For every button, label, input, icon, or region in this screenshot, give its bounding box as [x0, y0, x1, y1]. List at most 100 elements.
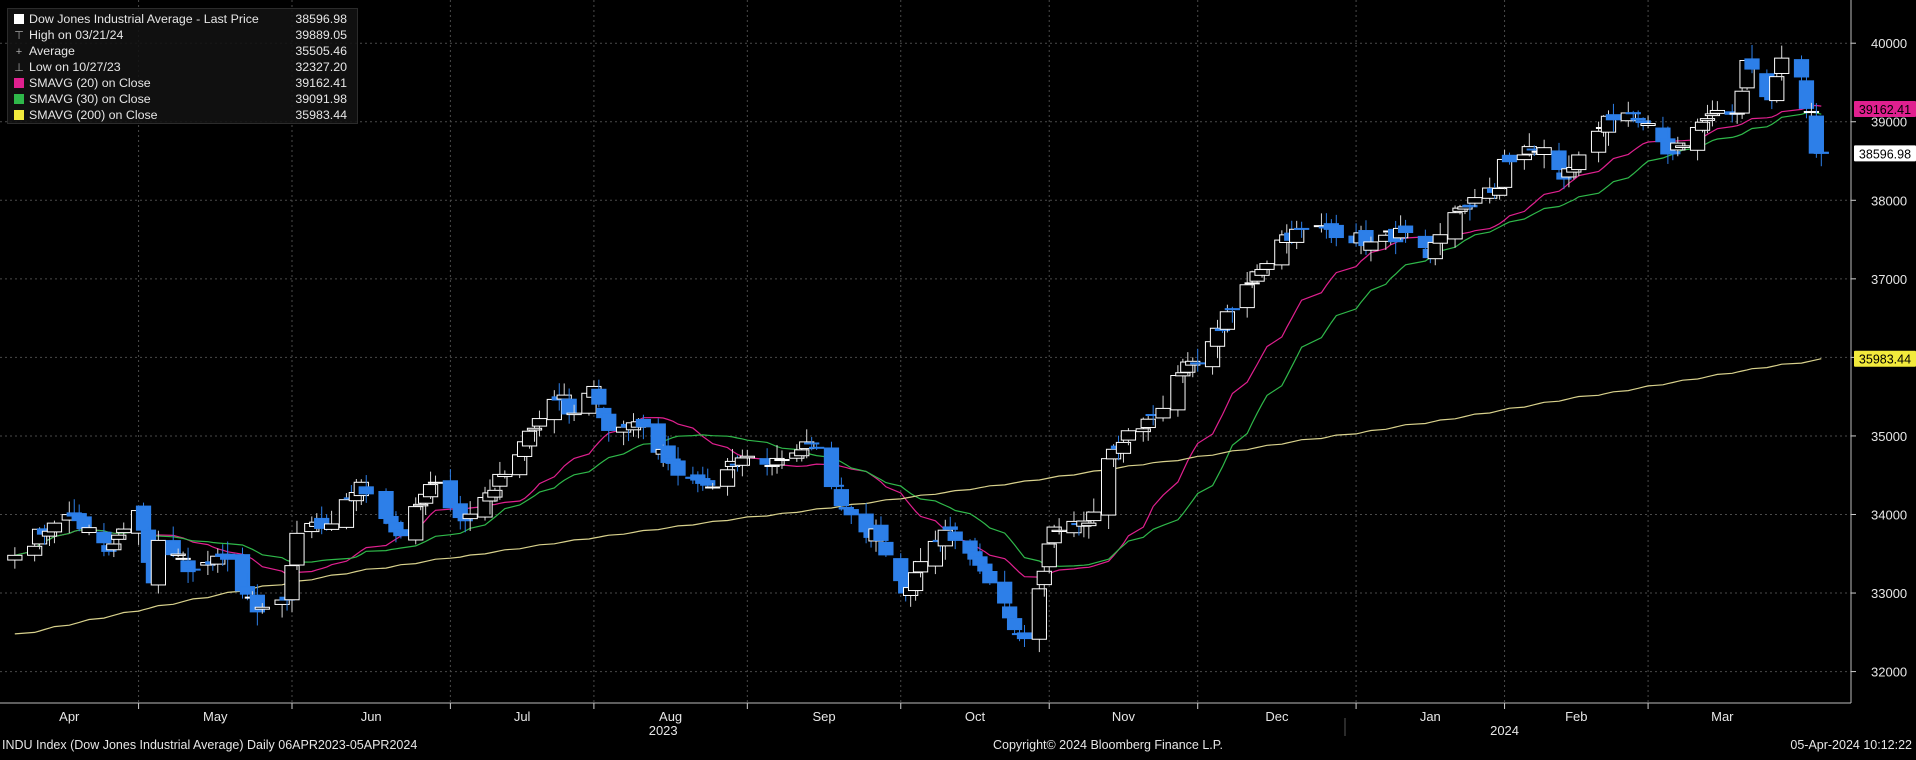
candle-body	[521, 430, 538, 447]
candle-body	[1328, 224, 1344, 239]
candles-group	[7, 45, 1829, 653]
x-month-label: Jun	[361, 709, 382, 724]
legend-label: Average	[29, 44, 75, 58]
candle-body	[1694, 121, 1711, 131]
legend-swatch	[14, 94, 24, 104]
candle-body	[1447, 212, 1463, 240]
candle-body	[338, 499, 355, 528]
x-month-label: Aug	[659, 709, 682, 724]
candle-body	[1259, 263, 1275, 270]
chart-legend: Dow Jones Industrial Average - Last Pric…	[7, 8, 358, 124]
candle-body	[601, 413, 617, 431]
candle-body	[1635, 120, 1651, 124]
candle-body	[1709, 109, 1725, 114]
legend-marker-icon: +	[15, 46, 23, 58]
candle-body	[843, 509, 859, 516]
candle-body	[769, 457, 785, 466]
candle-body	[1734, 90, 1750, 114]
candle-body	[1551, 150, 1567, 171]
candle-body	[1793, 59, 1810, 78]
y-tick-label: 40000	[1871, 36, 1907, 51]
candle-body	[566, 412, 582, 416]
candle-body	[982, 571, 998, 584]
candle-body	[358, 486, 374, 495]
candle-body	[912, 561, 929, 573]
candle-body	[106, 543, 122, 551]
candle-body	[1808, 115, 1824, 154]
x-month-label: Apr	[59, 709, 80, 724]
candle-body	[1590, 130, 1607, 153]
legend-marker-icon: ⊤	[14, 30, 24, 42]
candle-body	[947, 531, 963, 541]
candle-body	[1467, 197, 1483, 204]
legend-row: SMAVG (200) on Close 35983.44	[14, 107, 351, 123]
candle-body	[487, 489, 503, 498]
legend-swatch	[14, 110, 24, 120]
legend-value: 39162.41	[295, 76, 347, 90]
candle-body	[997, 581, 1013, 604]
legend-value: 35505.46	[295, 44, 347, 58]
candle-body	[1036, 570, 1052, 586]
candle-body	[1294, 227, 1310, 230]
candle-body	[1016, 632, 1033, 640]
candle-body	[284, 565, 300, 601]
candle-body	[907, 572, 924, 592]
candle-body	[942, 526, 958, 530]
candle-body	[1155, 407, 1171, 419]
legend-label: SMAVG (20) on Close	[29, 76, 151, 90]
legend-marker-icon: ⊥	[14, 62, 24, 74]
candle-body	[1219, 311, 1236, 330]
legend-row: + Average 35505.46	[14, 43, 351, 59]
candle-body	[878, 541, 894, 556]
y-tick-label: 33000	[1871, 586, 1907, 601]
candle-body	[705, 486, 721, 489]
candle-body	[96, 531, 112, 544]
x-month-label: Jul	[514, 709, 531, 724]
candle-body	[1798, 80, 1815, 109]
candle-body	[150, 539, 167, 586]
candle-body	[1803, 111, 1820, 114]
candle-body	[833, 489, 849, 507]
candle-body	[635, 418, 652, 428]
x-month-label: Mar	[1711, 709, 1734, 724]
candle-body	[700, 480, 716, 486]
candle-body	[1190, 362, 1206, 365]
candle-body	[808, 446, 825, 449]
candle-body	[427, 481, 444, 484]
candle-body	[111, 534, 127, 540]
candle-body	[1630, 117, 1646, 121]
candle-body	[1769, 76, 1785, 102]
x-month-label: Sep	[812, 709, 835, 724]
candle-body	[289, 532, 305, 566]
candle-body	[497, 473, 513, 478]
candle-body	[1744, 58, 1760, 70]
candle-body	[531, 418, 548, 427]
y-tick-label: 34000	[1871, 507, 1907, 522]
candle-body	[393, 529, 409, 537]
candle-body	[175, 557, 191, 560]
legend-label: Dow Jones Industrial Average - Last Pric…	[29, 12, 259, 26]
candle-body	[1432, 234, 1448, 244]
legend-label: Low on 10/27/23	[29, 60, 121, 74]
candle-body	[1571, 154, 1587, 171]
x-month-label: Oct	[965, 709, 986, 724]
legend-value: 32327.20	[295, 60, 347, 74]
series-line-smavg-200	[14, 358, 1822, 635]
legend-row: ⊥ Low on 10/27/23 32327.20	[14, 59, 351, 75]
candle-body	[1031, 588, 1047, 640]
last-value-label: 35983.44	[1859, 353, 1911, 367]
candle-body	[1462, 204, 1478, 208]
candle-body	[977, 563, 993, 572]
footer-copyright: Copyright© 2024 Bloomberg Finance L.P.	[993, 738, 1223, 752]
candle-body	[254, 606, 270, 610]
candle-body	[1605, 114, 1622, 121]
candle-body	[170, 553, 186, 556]
candle-body	[1081, 522, 1097, 527]
candle-body	[180, 560, 196, 573]
candle-body	[185, 568, 201, 571]
candle-body	[220, 553, 236, 560]
legend-swatch	[14, 78, 24, 88]
candle-body	[1640, 123, 1656, 127]
